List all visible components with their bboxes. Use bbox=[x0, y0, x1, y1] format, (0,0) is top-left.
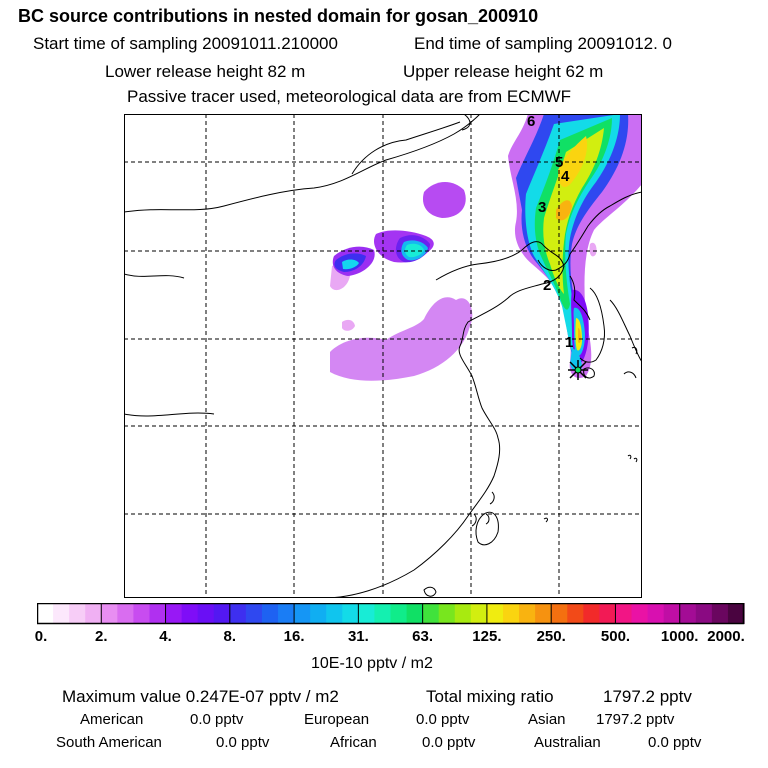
trajectory-marker-5: 5 bbox=[555, 154, 563, 171]
colorbar-swatch bbox=[213, 603, 231, 624]
colorbar-tick-label: 0. bbox=[34, 628, 48, 645]
colorbar-tick-label: 1000. bbox=[660, 628, 699, 645]
receptor-marker-icon bbox=[568, 360, 588, 380]
colorbar-swatch bbox=[535, 603, 552, 624]
trajectory-marker-2: 2 bbox=[543, 277, 551, 294]
colorbar-swatch bbox=[567, 603, 584, 624]
region-name-american: American bbox=[80, 711, 144, 728]
colorbar-swatch bbox=[631, 603, 649, 624]
colorbar-swatch bbox=[165, 603, 183, 624]
region-name-australian: Australian bbox=[534, 734, 601, 751]
colorbar-swatch bbox=[390, 603, 408, 624]
colorbar-swatch bbox=[245, 603, 263, 624]
region-name-asian: Asian bbox=[528, 711, 566, 728]
colorbar-swatch bbox=[406, 603, 424, 624]
colorbar bbox=[37, 603, 745, 625]
colorbar-swatch bbox=[197, 603, 215, 624]
colorbar-tick-label: 2. bbox=[95, 628, 108, 645]
colorbar-swatch bbox=[695, 603, 713, 624]
colorbar-swatch bbox=[727, 603, 745, 624]
colorbar-swatch bbox=[85, 603, 102, 624]
colorbar-swatch bbox=[679, 603, 697, 624]
colorbar-tick-label: 8. bbox=[223, 628, 237, 645]
colorbar-tick-label: 16. bbox=[283, 628, 305, 645]
region-name-african: African bbox=[330, 734, 377, 751]
colorbar-swatch bbox=[486, 603, 504, 624]
source-contribution-plume-west bbox=[330, 181, 473, 381]
graticule bbox=[124, 114, 642, 598]
colorbar-swatch bbox=[374, 603, 392, 624]
colorbar-tick-label: 2000. bbox=[707, 628, 745, 645]
colorbar-swatch bbox=[37, 603, 54, 624]
colorbar-swatch bbox=[117, 603, 135, 624]
trajectory-marker-6: 6 bbox=[527, 114, 535, 130]
colorbar-swatch bbox=[101, 603, 118, 624]
colorbar-swatch bbox=[229, 603, 247, 624]
colorbar-swatch bbox=[326, 603, 343, 624]
lower-release-label: Lower release height 82 m bbox=[105, 62, 306, 81]
colorbar-swatch bbox=[358, 603, 376, 624]
region-value-american: 0.0 pptv bbox=[190, 711, 244, 728]
colorbar-swatch bbox=[663, 603, 681, 624]
trajectory-marker-3: 3 bbox=[538, 199, 546, 216]
colorbar-swatch bbox=[342, 603, 359, 624]
total-mixing-value: 1797.2 pptv bbox=[603, 687, 692, 706]
tracer-note: Passive tracer used, meteorological data… bbox=[127, 87, 572, 106]
colorbar-tick-label: 4. bbox=[159, 628, 172, 645]
colorbar-swatch bbox=[454, 603, 472, 624]
upper-release-label: Upper release height 62 m bbox=[403, 62, 604, 81]
total-mixing-label: Total mixing ratio bbox=[426, 687, 554, 706]
colorbar-swatch bbox=[422, 603, 440, 624]
colorbar-swatch bbox=[69, 603, 86, 624]
region-name-south-american: South American bbox=[56, 734, 162, 751]
colorbar-tick-label: 250. bbox=[536, 628, 566, 645]
region-name-european: European bbox=[304, 711, 370, 728]
max-value-label: Maximum value 0.247E-07 pptv / m2 bbox=[62, 687, 339, 706]
colorbar-swatch bbox=[615, 603, 633, 624]
colorbar-swatch bbox=[647, 603, 665, 624]
colorbar-tick-label: 500. bbox=[600, 628, 631, 645]
colorbar-swatch bbox=[438, 603, 456, 624]
colorbar-tick-label: 63. bbox=[412, 628, 434, 645]
colorbar-swatch bbox=[310, 603, 327, 624]
region-value-european: 0.0 pptv bbox=[416, 711, 470, 728]
colorbar-swatch bbox=[294, 603, 311, 624]
colorbar-swatch bbox=[502, 603, 520, 624]
region-value-african: 0.0 pptv bbox=[422, 734, 476, 751]
colorbar-swatch bbox=[149, 603, 167, 624]
colorbar-swatch bbox=[53, 603, 70, 624]
region-value-australian: 0.0 pptv bbox=[648, 734, 702, 751]
end-time-label: End time of sampling 20091012. 0 bbox=[414, 34, 673, 53]
colorbar-swatch bbox=[261, 603, 279, 624]
trajectory-marker-1: 1 bbox=[565, 334, 573, 351]
colorbar-swatch bbox=[519, 603, 536, 624]
colorbar-units: 10E-10 pptv / m2 bbox=[311, 655, 433, 672]
start-time-label: Start time of sampling 20091011.210000 bbox=[33, 34, 338, 53]
chart-title: BC source contributions in nested domain… bbox=[18, 6, 539, 26]
map-frame bbox=[124, 114, 642, 598]
colorbar-swatch bbox=[133, 603, 151, 624]
region-value-asian: 1797.2 pptv bbox=[596, 711, 675, 728]
colorbar-swatch bbox=[599, 603, 617, 624]
colorbar-swatch bbox=[181, 603, 199, 624]
map-panel: 1 2 3 4 5 6 bbox=[124, 114, 642, 598]
colorbar-swatch bbox=[278, 603, 295, 624]
trajectory-marker-4: 4 bbox=[561, 168, 570, 185]
region-value-south-american: 0.0 pptv bbox=[216, 734, 270, 751]
colorbar-swatch bbox=[583, 603, 600, 624]
colorbar-swatch bbox=[711, 603, 729, 624]
colorbar-swatch bbox=[551, 603, 568, 624]
colorbar-tick-label: 125. bbox=[472, 628, 502, 645]
colorbar-tick-label: 31. bbox=[347, 628, 369, 645]
colorbar-swatch bbox=[470, 603, 488, 624]
